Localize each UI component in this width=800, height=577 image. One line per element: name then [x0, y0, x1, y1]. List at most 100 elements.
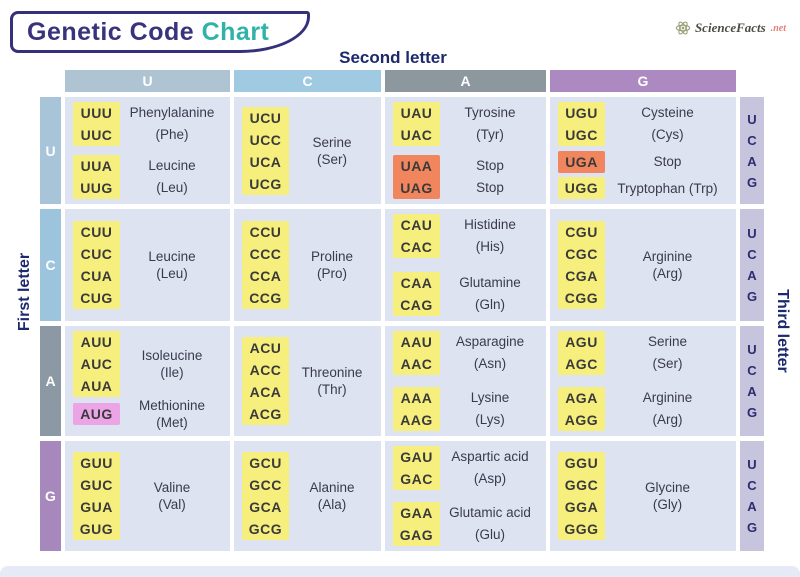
codon-ccu: CCU [249, 224, 282, 240]
amino-acid-line: Leucine [148, 158, 196, 173]
codon-ggg: GGG [564, 521, 599, 537]
codon-group: UGG Tryptophan (Trp) [558, 177, 730, 199]
codon-cell: GUU GUC GUA GUG Valine (Val) [65, 441, 230, 551]
codon-uua: UUA [80, 158, 113, 174]
codon-ugc: UGC [565, 127, 598, 143]
third-letter-c: C [747, 363, 757, 378]
third-letter-u: U [747, 111, 757, 127]
column-header-c: C [234, 70, 381, 92]
amino-acid-line: Glycine [644, 480, 690, 495]
codon-cua: CUA [80, 268, 113, 284]
amino-acid-label: Serine (Ser) [289, 134, 375, 168]
codon-chip-block: CGU CGC CGA CGG [558, 221, 605, 309]
codon-chip-block: ACU ACC ACA ACG [242, 337, 289, 425]
codon-gca: GCA [249, 499, 282, 515]
codon-group: UAU UAC Tyrosine (Tyr) [393, 102, 540, 146]
codon-group: UUU UUC Phenylalanine (Phe) [73, 102, 224, 146]
codon-cac: CAC [400, 239, 433, 255]
amino-acid-line: (Thr) [317, 382, 347, 397]
amino-acid-label: Glycine (Gly) [605, 479, 730, 513]
second-letter-label: Second letter [339, 48, 447, 67]
site-logo-suffix: .net [770, 22, 786, 34]
amino-acid-line: (Lys) [475, 412, 505, 427]
amino-acid-line: (Glu) [475, 527, 505, 542]
codon-ucc: UCC [249, 131, 282, 148]
codon-ccg: CCG [249, 290, 282, 306]
amino-acid-line: Alanine [309, 480, 355, 495]
codon-agg: AGG [564, 412, 599, 428]
codon-uuc: UUC [80, 127, 113, 143]
codon-ggu: GGU [564, 455, 599, 471]
codon-auc: AUC [80, 356, 113, 372]
codon-uac: UAC [400, 127, 433, 143]
codon-cell: AAU AAC Asparagine (Asn) AAA AAG Lysine (Lys) [385, 326, 546, 436]
codon-uaa: UAA [400, 158, 433, 174]
amino-acid-line: Threonine [301, 365, 363, 380]
codon-cell: UAU UAC Tyrosine (Tyr) UAA UAG Stop Stop [385, 97, 546, 204]
codon-cell: CUU CUC CUA CUG Leucine (Leu) [65, 209, 230, 321]
amino-acid-line: Aspartic acid [451, 449, 529, 464]
codon-group: UAA UAG Stop Stop [393, 155, 540, 199]
codon-acg: ACG [249, 406, 282, 422]
third-letter-c: C [747, 247, 757, 262]
amino-acid-label: Isoleucine (Ile) [120, 347, 224, 381]
codon-gac: GAC [400, 471, 433, 487]
amino-acid-line: (Asn) [473, 356, 507, 371]
codon-gua: GUA [80, 499, 113, 515]
codon-aac: AAC [400, 356, 433, 372]
site-logo[interactable]: ScienceFacts .net [675, 20, 786, 36]
third-letter-u: U [747, 342, 757, 357]
amino-acid-line: (His) [475, 239, 505, 254]
third-letter-a: A [747, 268, 757, 283]
site-logo-text: ScienceFacts [694, 20, 766, 35]
amino-acid-line: Lysine [470, 390, 510, 405]
amino-acid-line: Asparagine [455, 334, 525, 349]
codon-aaa: AAA [400, 390, 433, 406]
third-letter-a: A [747, 499, 757, 514]
codon-group: GUU GUC GUA GUG Valine (Val) [73, 452, 224, 540]
amino-acid-line: (Pro) [317, 266, 347, 281]
amino-acid-line: (Met) [156, 415, 188, 430]
codon-agc: AGC [565, 356, 598, 372]
column-header-u: U [65, 70, 230, 92]
codon-aau: AAU [400, 334, 433, 350]
codon-acu: ACU [249, 340, 282, 356]
third-letter-g: G [746, 289, 758, 304]
codon-chip-block: GCU GCC GCA GCG [242, 452, 289, 540]
amino-acid-line: Glutamine [459, 275, 521, 290]
amino-acid-label: Valine (Val) [120, 479, 224, 513]
amino-acid-line: (Ala) [317, 497, 347, 512]
column-header-a: A [385, 70, 546, 92]
third-letter-u: U [747, 226, 757, 241]
amino-acid-line: (Ser) [652, 356, 683, 371]
amino-acid-line: Methionine [138, 398, 206, 413]
third-letter-a: A [747, 153, 757, 169]
codon-group: AGA AGG Arginine (Arg) [558, 387, 730, 431]
codon-gcg: GCG [248, 521, 283, 537]
codon-cga: CGA [565, 268, 598, 284]
codon-gga: GGA [564, 499, 599, 515]
amino-acid-label: Phenylalanine (Phe) [120, 102, 224, 146]
codon-chip-block: AUU AUC AUA [73, 331, 120, 397]
codon-aua: AUA [80, 378, 113, 394]
row-header-c: C [40, 209, 61, 321]
atom-icon [675, 20, 691, 36]
first-letter-label: First letter [16, 252, 33, 332]
codon-chip-block: AGA AGG [558, 387, 605, 431]
codon-cell: UUU UUC Phenylalanine (Phe) UUA UUG Leucine (Le… [65, 97, 230, 204]
codon-chip-block: GAU GAC [393, 446, 440, 490]
codon-chip-block: AAU AAC [393, 331, 440, 375]
codon-cell: GGU GGC GGA GGG Glycine (Gly) [550, 441, 736, 551]
codon-chip-block: CAU CAC [393, 214, 440, 258]
codon-chip-block: UCU UCC UCA UCG [242, 106, 289, 195]
codon-agu: AGU [565, 334, 598, 350]
codon-gag: GAG [399, 527, 434, 543]
amino-acid-label: Stop [605, 153, 730, 170]
third-letter-g: G [746, 174, 758, 190]
codon-ccc: CCC [249, 246, 282, 262]
codon-cag: CAG [400, 297, 433, 313]
amino-acid-label: Methionine (Met) [120, 397, 224, 431]
codon-cell: AGU AGC Serine (Ser) AGA AGG Arginine (Arg) [550, 326, 736, 436]
